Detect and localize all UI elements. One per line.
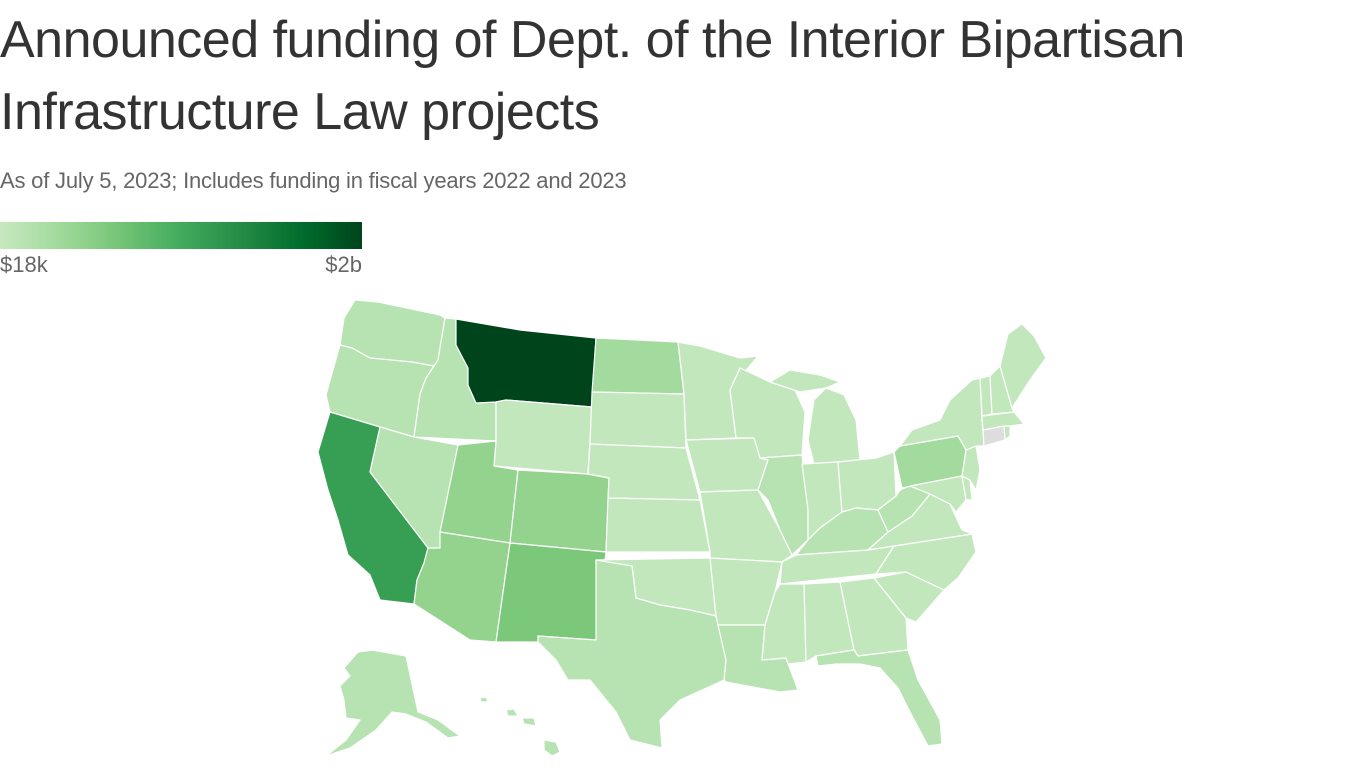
state-south-dakota[interactable] bbox=[589, 391, 687, 449]
state-colorado[interactable] bbox=[509, 469, 610, 553]
state-rhode-island[interactable] bbox=[1003, 425, 1011, 441]
state-texas[interactable] bbox=[537, 559, 727, 749]
state-florida[interactable] bbox=[815, 649, 943, 747]
chart-title: Announced funding of Dept. of the Interi… bbox=[0, 11, 1185, 141]
color-legend: $18k $2b bbox=[0, 222, 362, 280]
state-north-dakota[interactable] bbox=[591, 337, 685, 395]
legend-labels: $18k $2b bbox=[0, 250, 362, 280]
state-montana[interactable] bbox=[455, 318, 597, 408]
legend-gradient-bar bbox=[0, 222, 362, 249]
state-vermont[interactable] bbox=[971, 375, 993, 417]
state-south-carolina[interactable] bbox=[873, 571, 945, 623]
state-new-york[interactable] bbox=[899, 375, 985, 451]
state-kansas[interactable] bbox=[605, 497, 711, 553]
state-alaska[interactable] bbox=[325, 649, 461, 757]
state-new-mexico[interactable] bbox=[495, 542, 607, 643]
state-michigan[interactable] bbox=[769, 369, 861, 465]
legend-min-label: $18k bbox=[0, 252, 48, 277]
state-new-hampshire[interactable] bbox=[989, 365, 1015, 415]
state-maine[interactable] bbox=[999, 323, 1047, 409]
state-missouri[interactable] bbox=[699, 489, 793, 563]
state-wyoming[interactable] bbox=[493, 399, 593, 475]
state-hawaii[interactable] bbox=[479, 696, 561, 757]
state-iowa[interactable] bbox=[685, 437, 769, 493]
legend-max-label: $2b bbox=[325, 252, 362, 277]
chart-subtitle: As of July 5, 2023; Includes funding in … bbox=[0, 168, 627, 193]
state-arizona[interactable] bbox=[413, 531, 511, 643]
